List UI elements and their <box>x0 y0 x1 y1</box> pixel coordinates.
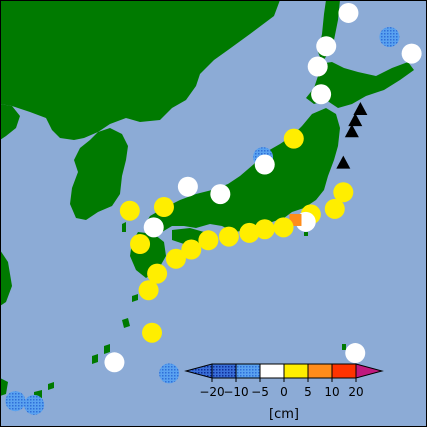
continent-asia <box>0 0 280 140</box>
station-marker-yellow <box>239 222 260 243</box>
station-marker-blue <box>24 394 45 415</box>
izu-island <box>304 232 308 236</box>
station-marker-white <box>143 217 164 238</box>
colorbar-bin <box>259 363 285 379</box>
colorbar-bin <box>307 363 333 379</box>
colorbar-bin <box>235 363 261 379</box>
station-marker-white <box>345 343 366 364</box>
station-marker-white <box>254 154 275 175</box>
colorbar-tick-label: −20 <box>199 385 224 399</box>
station-marker-white <box>311 84 332 105</box>
station-marker-white <box>338 2 359 23</box>
station-marker-yellow <box>218 226 239 247</box>
station-marker-yellow <box>273 217 294 238</box>
station-marker-yellow <box>130 234 151 254</box>
colorbar: −20−10 −5 0 5 10 20 [cm] <box>184 363 384 422</box>
station-marker-yellow <box>333 182 354 203</box>
station-marker-yellow <box>283 128 304 149</box>
china-coast-south <box>0 250 12 306</box>
ryukyu-island-5 <box>48 382 54 390</box>
station-marker-yellow <box>181 239 202 260</box>
station-marker-yellow <box>198 230 219 251</box>
colorbar-bin <box>331 363 357 379</box>
station-marker-blue <box>159 363 180 384</box>
ogasawara-island <box>342 344 346 350</box>
ryukyu-island-1 <box>132 294 138 302</box>
korean-peninsula <box>70 128 128 220</box>
colorbar-tick-label: 0 <box>280 385 288 399</box>
station-marker-blue <box>5 391 26 412</box>
station-marker-yellow <box>153 197 174 218</box>
colorbar-tick-label: 20 <box>348 385 363 399</box>
station-marker-triangle <box>344 124 359 138</box>
station-marker-white <box>210 184 231 205</box>
station-marker-white <box>104 352 125 373</box>
ryukyu-island-4 <box>92 354 98 364</box>
station-marker-yellow <box>147 263 168 284</box>
colorbar-tick-label: 5 <box>304 385 312 399</box>
tsushima <box>122 222 126 232</box>
station-marker-blue <box>379 26 400 47</box>
colorbar-unit: [cm] <box>269 407 299 422</box>
colorbar-tick-label: −10 <box>223 385 248 399</box>
taiwan-edge <box>0 378 8 396</box>
colorbar-bins <box>211 363 357 379</box>
station-marker-yellow <box>138 280 159 301</box>
station-marker-triangle <box>336 155 351 169</box>
colorbar-over-triangle <box>355 363 384 379</box>
station-marker-yellow <box>119 200 140 221</box>
station-marker-yellow <box>324 198 345 219</box>
colorbar-bin <box>283 363 309 379</box>
station-markers <box>5 2 422 415</box>
ryukyu-island-3 <box>104 344 110 354</box>
station-marker-white <box>307 56 328 77</box>
station-marker-yellow <box>165 248 186 269</box>
station-marker-yellow <box>142 322 163 343</box>
station-marker-white <box>177 176 198 197</box>
colorbar-ticks: −20−10 −5 0 5 10 20 <box>199 378 364 399</box>
ryukyu-island-2 <box>122 318 130 328</box>
station-marker-triangle <box>353 102 368 116</box>
station-marker-yellow <box>254 219 275 240</box>
china-coast <box>0 104 20 140</box>
colorbar-bin <box>211 363 237 379</box>
station-marker-triangle <box>348 113 363 127</box>
station-marker-white <box>316 36 337 57</box>
colorbar-tick-label: −5 <box>251 385 269 399</box>
station-marker-white <box>401 43 422 64</box>
colorbar-tick-label: 10 <box>324 385 339 399</box>
hokkaido <box>306 62 414 108</box>
